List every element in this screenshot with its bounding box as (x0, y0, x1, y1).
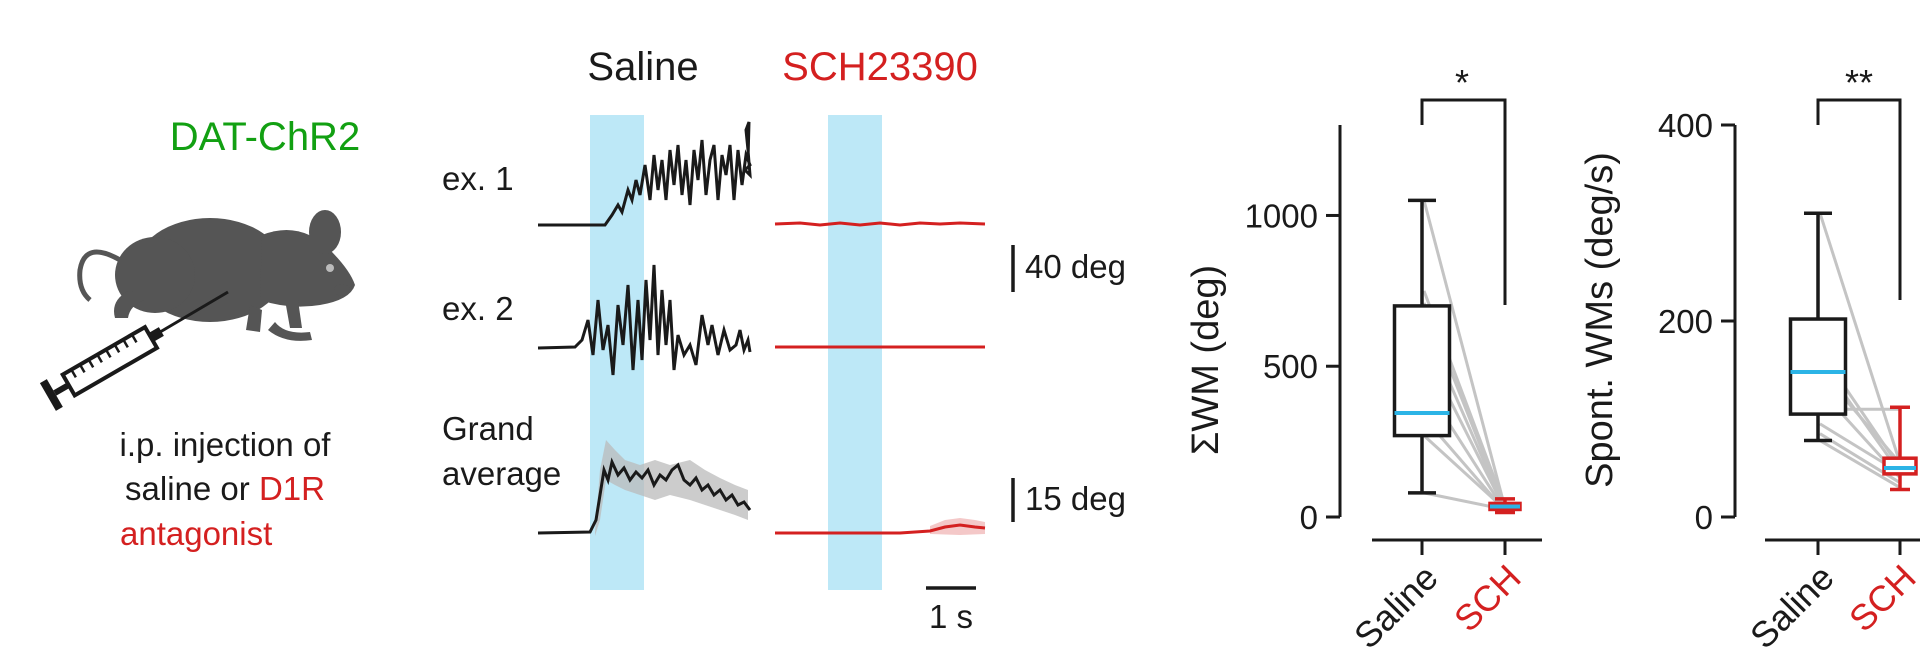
y-tick-label: 1000 (1245, 197, 1318, 234)
significance-bracket (1816, 98, 1902, 300)
box-saline (1788, 317, 1848, 416)
scalebar-40deg-label: 40 deg (1025, 248, 1126, 285)
paired-line (1818, 212, 1902, 464)
trace-grand-saline (537, 457, 752, 535)
row-label-ex2: ex. 2 (442, 290, 514, 327)
caption-line-1: i.p. injection of (120, 426, 332, 463)
paired-line (1422, 200, 1507, 509)
x-tick-label: Saline (1346, 557, 1446, 649)
trace-ex1-sch (774, 221, 986, 227)
significance-label: ** (1845, 62, 1873, 103)
boxes (1392, 198, 1522, 515)
y-tick-label: 0 (1695, 499, 1713, 536)
significance-label: * (1455, 62, 1469, 103)
mouse-icon (77, 210, 355, 341)
boxes (1788, 211, 1918, 492)
y-ticks: 0 200 400 (1658, 107, 1735, 536)
paired-line (1819, 439, 1901, 489)
row-label-average: average (442, 455, 561, 492)
boxplot-spont-wm: 0 200 400 Saline SCH ** Spont. WMs (deg/s) (1579, 62, 1920, 649)
x-tick-label: SCH (1841, 557, 1920, 640)
box-saline (1392, 304, 1452, 438)
y-tick-label: 0 (1300, 499, 1318, 536)
x-tick-label: SCH (1446, 557, 1529, 640)
scalebar-15deg-label: 15 deg (1025, 480, 1126, 517)
y-tick-label: 200 (1658, 303, 1713, 340)
trace-ex2-saline (537, 264, 752, 376)
row-label-grand: Grand (442, 410, 534, 447)
trace-grand-saline-sem (595, 440, 748, 536)
row-label-ex1: ex. 1 (442, 160, 514, 197)
x-tick-label: Saline (1742, 557, 1842, 649)
column-title-sch: SCH23390 (782, 45, 978, 89)
column-title-saline: Saline (587, 45, 698, 89)
genotype-label: DAT-ChR2 (170, 115, 360, 159)
caption-line-3: antagonist (120, 515, 272, 552)
caption-line-2: saline or D1R (125, 470, 325, 507)
left-panel: DAT-ChR2 (39, 115, 360, 552)
boxplot-sum-wm: 0 500 1000 Saline SCH * ΣWM (deg) (1185, 62, 1542, 649)
trace-grand-sch (775, 523, 986, 535)
trace-ex1-saline (538, 121, 752, 227)
syringe-icon (39, 290, 229, 411)
caption-line-2-d1r: D1R (259, 470, 325, 507)
x-ticks: Saline SCH (1742, 540, 1920, 649)
paired-line (1422, 434, 1507, 511)
caption-line-2-saline: saline or (125, 470, 259, 507)
y-axis-label: ΣWM (deg) (1185, 265, 1227, 455)
scalebar-time-label: 1 s (929, 598, 973, 635)
mouse-eye-icon (326, 264, 334, 272)
x-ticks: Saline SCH (1346, 540, 1529, 649)
y-tick-label: 500 (1263, 348, 1318, 385)
significance-bracket (1420, 98, 1507, 305)
traces-panel: Saline SCH23390 ex. 1 ex. 2 Grand averag… (442, 45, 1126, 635)
y-tick-label: 400 (1658, 107, 1713, 144)
y-axis-label: Spont. WMs (deg/s) (1579, 152, 1621, 488)
y-ticks: 0 500 1000 (1245, 197, 1340, 536)
stim-bar-sch (828, 115, 882, 590)
